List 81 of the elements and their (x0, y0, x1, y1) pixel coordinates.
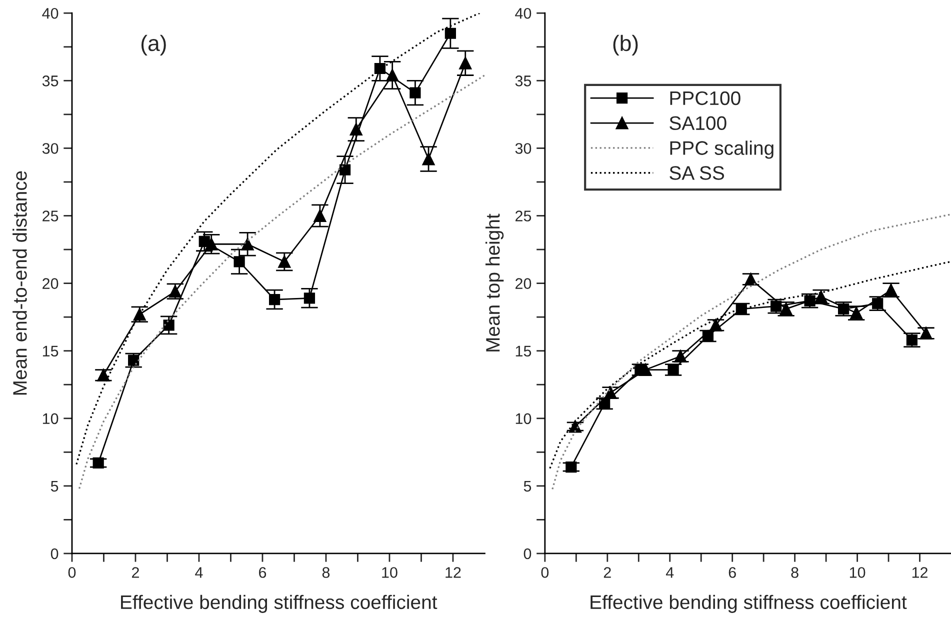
point (422, 152, 435, 166)
y-tick-label: 10 (42, 413, 58, 424)
x-tick-label: 12 (446, 567, 461, 578)
point (205, 238, 218, 250)
point (241, 238, 254, 250)
point (168, 285, 182, 298)
y-tick-label: 20 (516, 278, 532, 289)
y-tick-label: 30 (515, 143, 532, 154)
line-series (549, 260, 951, 470)
point (92, 457, 104, 469)
point (710, 318, 722, 332)
y-tick-label: 25 (516, 210, 532, 222)
annotation: (a) (141, 34, 166, 56)
point (374, 62, 386, 74)
point (128, 354, 140, 366)
point (814, 290, 828, 304)
point (314, 210, 326, 222)
x-tick-label: 10 (382, 567, 398, 578)
point (702, 330, 714, 342)
legend-label: SA SS (670, 166, 724, 180)
point (386, 69, 399, 82)
y-tick-label: 40 (42, 8, 58, 19)
x-tick-label: 8 (322, 567, 330, 578)
point (566, 461, 577, 473)
y-axis-title: Mean end-to-end distance (12, 171, 27, 395)
y-tick-label: 5 (50, 480, 58, 492)
point (133, 308, 146, 321)
y-tick-label: 5 (524, 480, 532, 492)
point (278, 255, 291, 268)
point (639, 364, 652, 376)
y-tick-label: 15 (516, 346, 532, 357)
legend-label: PPC100 (670, 91, 740, 106)
x-tick-label: 6 (259, 567, 266, 578)
point (604, 386, 617, 399)
y-tick-label: 40 (515, 8, 532, 19)
x-tick-label: 2 (132, 567, 139, 578)
point (674, 350, 687, 362)
x-tick-label: 10 (850, 567, 866, 578)
y-tick-label: 10 (516, 413, 532, 424)
x-tick-label: 0 (68, 567, 76, 578)
point (444, 28, 456, 39)
point (163, 320, 174, 331)
x-tick-label: 4 (195, 567, 203, 578)
point (268, 294, 280, 306)
legend-label: SA100 (670, 116, 726, 130)
x-tick-label: 8 (791, 567, 798, 578)
annotation: (b) (613, 34, 638, 56)
y-tick-label: 20 (42, 278, 58, 289)
point (736, 303, 747, 315)
x-tick-label: 0 (541, 567, 549, 578)
y-tick-label: 35 (515, 76, 532, 86)
point (668, 364, 679, 376)
y-tick-label: 0 (50, 548, 58, 560)
point (920, 327, 932, 340)
point (410, 87, 421, 98)
y-axis-title: Mean top height (486, 214, 504, 352)
line-series (552, 214, 951, 490)
point (568, 420, 582, 433)
y-tick-label: 30 (42, 143, 58, 154)
x-tick-label: 6 (728, 567, 736, 578)
x-tick-label: 12 (912, 567, 928, 578)
y-tick-label: 0 (524, 548, 532, 560)
y-tick-label: 35 (42, 76, 58, 86)
point (744, 272, 758, 286)
point (459, 56, 472, 70)
point (872, 298, 884, 310)
x-axis-title: Effective bending stiffness coefficient (121, 594, 438, 613)
y-tick-label: 25 (42, 210, 58, 222)
point (234, 256, 245, 268)
y-tick-label: 15 (42, 346, 58, 357)
point (350, 123, 362, 136)
point (906, 334, 918, 346)
x-axis-title: Effective bending stiffness coefficient (590, 594, 907, 613)
x-tick-label: 2 (604, 567, 611, 578)
point (304, 292, 316, 304)
legend-label: PPC scaling (670, 140, 774, 159)
x-tick-label: 4 (666, 567, 674, 578)
line-series (78, 74, 485, 490)
point (97, 368, 110, 382)
point (339, 164, 351, 176)
point (850, 306, 863, 320)
